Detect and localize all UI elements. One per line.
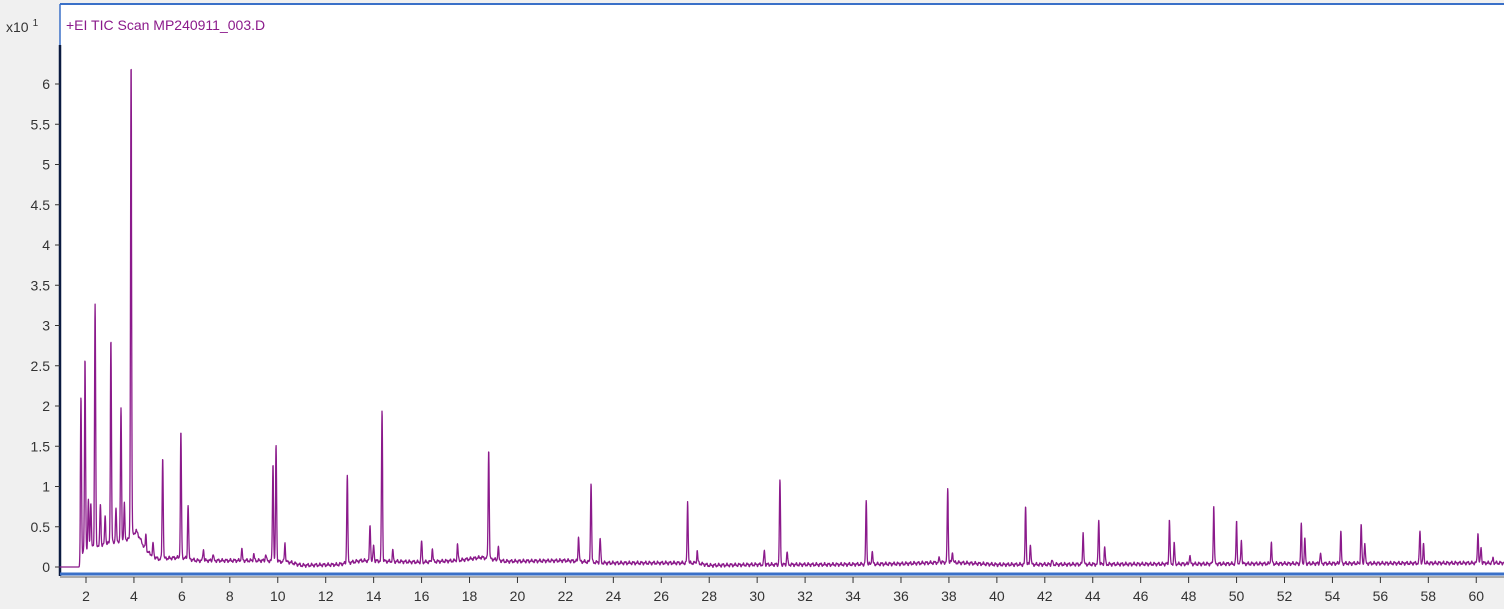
x-tick-label: 24 [606,588,622,604]
x-tick-label: 50 [1229,588,1245,604]
y-tick-label: 0 [42,559,50,575]
tic-trace [59,68,1504,568]
y-tick-label: 0.5 [31,519,51,535]
y-tick-label: 2.5 [31,358,51,374]
x-tick-label: 38 [941,588,957,604]
x-tick-label: 8 [226,588,234,604]
x-tick-label: 14 [366,588,382,604]
y-multiplier-base: x10 [6,19,29,35]
x-tick-label: 46 [1133,588,1149,604]
x-tick-label: 12 [318,588,334,604]
x-tick-label: 32 [797,588,813,604]
y-multiplier: x10 1 [6,18,39,35]
y-tick-label: 1 [42,479,50,495]
x-tick-label: 36 [893,588,909,604]
x-tick-label: 16 [414,588,430,604]
x-tick-label: 58 [1421,588,1437,604]
y-tick-label: 5.5 [31,116,51,132]
x-tick-label: 34 [845,588,861,604]
x-tick-label: 6 [178,588,186,604]
x-tick-label: 18 [462,588,478,604]
x-tick-label: 30 [749,588,765,604]
x-tick-label: 22 [558,588,574,604]
y-tick-label: 2 [42,398,50,414]
x-tick-label: 2 [82,588,90,604]
y-tick-label: 3 [42,318,50,334]
y-tick-label: 1.5 [31,438,51,454]
x-tick-label: 4 [130,588,138,604]
x-tick-label: 60 [1468,588,1484,604]
chart-title: +EI TIC Scan MP240911_003.D [66,17,265,33]
x-tick-label: 40 [989,588,1005,604]
x-tick-label: 44 [1085,588,1101,604]
y-tick-label: 4 [42,237,50,253]
x-tick-label: 52 [1277,588,1293,604]
y-tick-label: 4.5 [31,197,51,213]
x-tick-label: 10 [270,588,286,604]
y-tick-label: 6 [42,76,50,92]
x-tick-label: 26 [653,588,669,604]
x-tick-label: 28 [701,588,717,604]
y-tick-label: 5 [42,157,50,173]
x-tick-label: 20 [510,588,526,604]
x-ticks: 2 4 6 8 10 12 14 16 18 20 22 24 26 28 30 32 34 36 38 40 42 44… [82,577,1484,604]
x-tick-label: 54 [1325,588,1341,604]
y-multiplier-exponent: 1 [33,18,39,29]
y-ticks: 0 0.5 1 1.5 2 2.5 3 3.5 4 4.5 5 5.5 6 [31,76,60,575]
x-tick-label: 48 [1181,588,1197,604]
x-tick-label: 56 [1373,588,1389,604]
y-tick-label: 3.5 [31,277,51,293]
x-tick-label: 42 [1037,588,1053,604]
plot-area [60,4,1504,574]
